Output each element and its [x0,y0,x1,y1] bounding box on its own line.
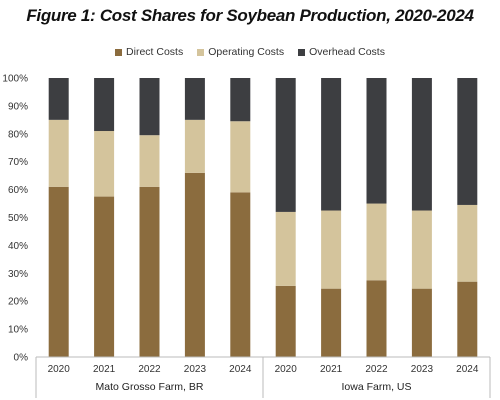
bar-overhead-costs [94,78,115,132]
bar-direct-costs [48,186,69,357]
legend-item-operating: Operating Costs [197,46,284,58]
bar-direct-costs [411,288,432,357]
legend-item-overhead: Overhead Costs [298,46,385,58]
y-tick-label: 70% [8,157,28,168]
y-tick-label: 100% [2,74,28,85]
legend-swatch-overhead [298,48,306,56]
bar-overhead-costs [275,78,296,212]
bar-direct-costs [94,196,115,357]
y-tick-label: 40% [8,241,28,252]
bar-overhead-costs [321,78,342,211]
bar-overhead-costs [411,78,432,211]
x-tick-label: 2021 [320,364,343,375]
bar-overhead-costs [366,78,387,204]
y-tick-label: 10% [8,325,28,336]
legend-label-direct: Direct Costs [126,46,184,58]
y-tick-label: 80% [8,129,28,140]
bar-operating-costs [139,135,160,187]
legend-item-direct: Direct Costs [115,46,183,58]
bar-operating-costs [184,119,205,173]
bar-operating-costs [366,203,387,281]
legend-label-operating: Operating Costs [208,46,285,58]
bar-overhead-costs [48,78,69,120]
legend: Direct Costs Operating Costs Overhead Co… [0,46,500,58]
x-tick-label: 2020 [275,364,298,375]
x-tick-label: 2024 [456,364,479,375]
legend-swatch-operating [197,48,205,56]
bar-overhead-costs [230,78,251,122]
bar-operating-costs [48,119,69,187]
x-tick-label: 2023 [184,364,207,375]
legend-label-overhead: Overhead Costs [309,46,385,58]
x-tick-label: 2021 [93,364,116,375]
bar-operating-costs [321,210,342,289]
legend-swatch-direct [115,48,123,56]
group-label: Iowa Farm, US [341,381,411,393]
bar-operating-costs [457,204,478,282]
x-tick-label: 2023 [411,364,434,375]
bar-operating-costs [411,210,432,289]
bar-direct-costs [184,172,205,357]
bar-direct-costs [366,280,387,357]
bar-direct-costs [321,288,342,357]
y-tick-label: 90% [8,101,28,112]
y-tick-label: 30% [8,269,28,280]
chart-title: Figure 1: Cost Shares for Soybean Produc… [26,6,474,25]
bar-operating-costs [230,121,251,193]
bar-direct-costs [457,281,478,357]
bar-overhead-costs [184,78,205,120]
bar-direct-costs [230,192,251,357]
y-tick-label: 60% [8,185,28,196]
bar-direct-costs [139,186,160,357]
bar-overhead-costs [139,78,160,136]
x-tick-label: 2022 [138,364,161,375]
x-tick-label: 2022 [365,364,388,375]
bar-operating-costs [94,131,115,197]
y-tick-label: 0% [14,353,29,364]
group-label: Mato Grosso Farm, BR [96,381,204,393]
bar-operating-costs [275,211,296,286]
x-tick-label: 2020 [48,364,71,375]
y-tick-label: 20% [8,297,28,308]
bar-overhead-costs [457,78,478,205]
y-tick-label: 50% [8,213,28,224]
bar-direct-costs [275,285,296,357]
x-tick-label: 2024 [229,364,252,375]
